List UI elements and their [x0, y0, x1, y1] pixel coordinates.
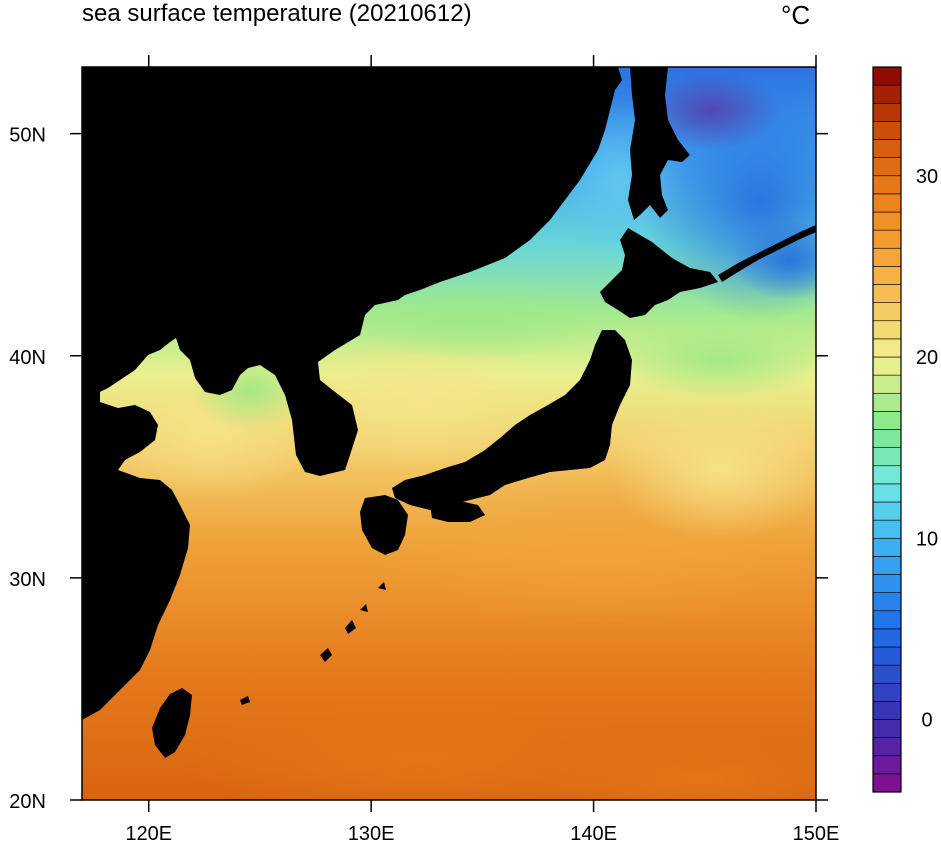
map-axes: 120E 130E 140E 150E 20N 30N 40N 50N	[9, 55, 839, 845]
colorbar-segment	[872, 701, 902, 720]
colorbar-segment	[872, 102, 902, 122]
colorbar-segment	[872, 121, 902, 140]
colorbar-segment	[872, 574, 902, 593]
colorbar-segment	[872, 465, 902, 485]
land-hokkaido	[600, 228, 718, 318]
colorbar-tick-label: 20	[916, 347, 938, 369]
colorbar-segment	[872, 501, 902, 521]
colorbar-segment	[872, 537, 902, 557]
y-tick-label: 30N	[9, 569, 46, 591]
land-honshu	[392, 330, 632, 510]
land-kuril-islands	[718, 225, 816, 282]
units-label: °C	[781, 0, 811, 30]
colorbar-tick-label: 0	[921, 710, 932, 732]
colorbar-segment	[872, 374, 902, 394]
y-tick-label: 40N	[9, 347, 46, 369]
colorbar-segment	[872, 356, 902, 376]
colorbar-segment	[872, 592, 902, 612]
colorbar-segment	[872, 284, 902, 303]
colorbar-segment	[872, 610, 902, 630]
colorbar-segment	[872, 664, 902, 684]
y-tick-label: 50N	[9, 125, 46, 147]
land-mask	[82, 67, 816, 758]
colorbar-segment	[872, 302, 902, 322]
colorbar-tick-label: 10	[916, 528, 938, 550]
colorbar-segment	[872, 211, 902, 231]
x-tick-label: 130E	[348, 823, 395, 845]
colorbar-segment	[872, 519, 902, 539]
colorbar-segment	[872, 755, 902, 775]
plot-frame	[81, 66, 817, 801]
map-title: sea surface temperature (20210612)	[82, 0, 472, 27]
colorbar-segment	[872, 247, 902, 267]
x-tick-label: 150E	[793, 823, 840, 845]
colorbar-tick-label: 30	[916, 166, 938, 188]
colorbar-segment	[872, 628, 902, 648]
colorbar-segment	[872, 483, 902, 503]
colorbar-segment	[872, 338, 902, 358]
land-sakhalin	[628, 67, 690, 220]
colorbar-segment	[872, 320, 902, 340]
colorbar-segment	[872, 719, 902, 738]
colorbar-segment	[872, 193, 902, 213]
colorbar-segment	[872, 139, 902, 158]
colorbar-segment	[872, 229, 902, 249]
land-asia-mainland	[82, 67, 622, 720]
colorbar-segment	[872, 646, 902, 666]
x-tick-label: 140E	[570, 823, 617, 845]
x-tick-label: 120E	[125, 823, 172, 845]
colorbar-segment	[872, 429, 902, 448]
colorbar-segment	[872, 84, 902, 104]
colorbar-segment	[872, 737, 902, 757]
colorbar-frame	[872, 66, 902, 793]
colorbar-segment	[872, 392, 902, 412]
land-taiwan	[152, 688, 192, 758]
colorbar-segment	[872, 556, 902, 575]
land-shikoku	[430, 500, 485, 522]
colorbar-segment	[872, 411, 902, 430]
colorbar: 0 10 20 30	[872, 66, 938, 793]
colorbar-segment	[872, 447, 902, 467]
colorbar-segment	[872, 266, 902, 285]
y-tick-label: 20N	[9, 791, 46, 813]
colorbar-segment	[872, 773, 902, 793]
colorbar-segment	[872, 157, 902, 177]
colorbar-segment	[872, 175, 902, 195]
colorbar-segment	[872, 682, 902, 702]
colorbar-segment	[872, 66, 902, 86]
land-kyushu	[360, 495, 408, 555]
